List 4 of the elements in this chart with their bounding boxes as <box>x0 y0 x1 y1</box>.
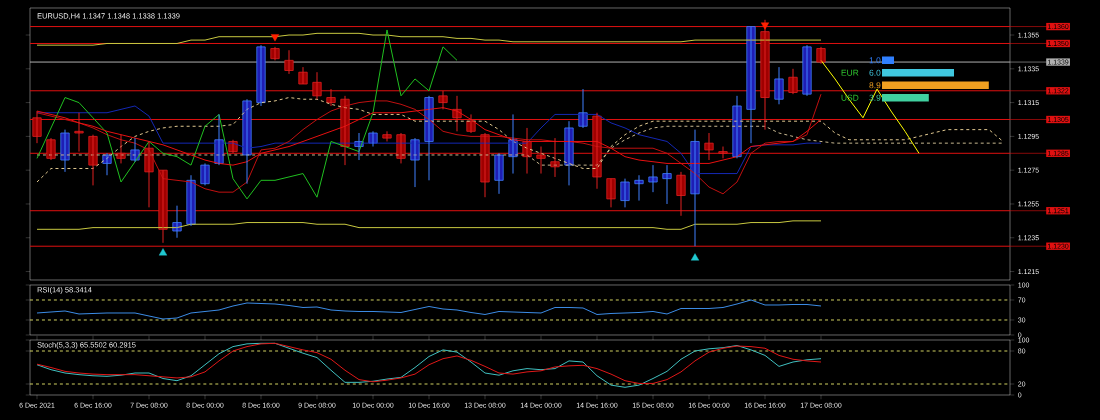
annotation: EUR <box>841 69 859 76</box>
data-label: 6.0 <box>869 69 881 76</box>
data-label: 8.9 <box>869 82 881 89</box>
data-label: 1.0 <box>869 57 881 64</box>
